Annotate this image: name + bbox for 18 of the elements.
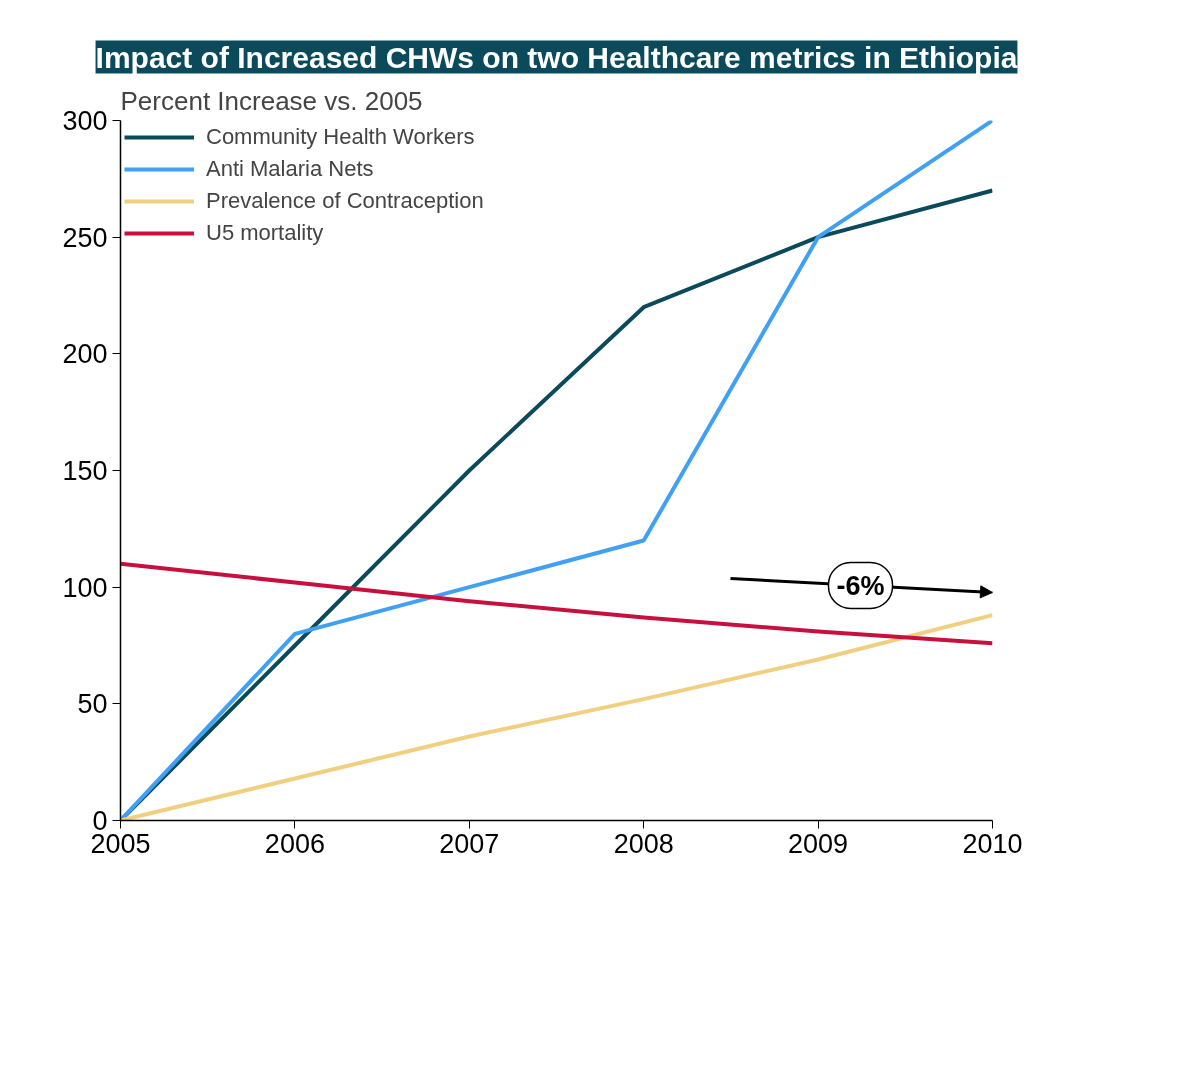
legend-label: Prevalence of Contraception bbox=[206, 188, 484, 214]
line-series bbox=[120, 561, 993, 646]
legend-label: U5 mortality bbox=[206, 220, 324, 246]
y-tick-label: 200 bbox=[62, 339, 108, 370]
x-tick-label: 2006 bbox=[264, 828, 325, 859]
x-tick-label: 2008 bbox=[613, 828, 674, 859]
y-tick-label: 250 bbox=[62, 222, 108, 253]
y-tick-label: 50 bbox=[77, 689, 108, 720]
y-tick-label: 300 bbox=[62, 106, 108, 136]
y-axis-title: Percent Increase vs. 2005 bbox=[120, 85, 423, 116]
y-tick-label: 100 bbox=[62, 572, 108, 603]
legend-label: Community Health Workers bbox=[206, 124, 475, 150]
x-tick-label: 2010 bbox=[962, 828, 1023, 859]
y-tick-label: 150 bbox=[62, 456, 108, 486]
legend-label: Anti Malaria Nets bbox=[206, 156, 374, 182]
annotation: -6% bbox=[836, 570, 885, 601]
x-tick-label: 2009 bbox=[788, 828, 849, 859]
x-tick-label: 2007 bbox=[439, 828, 500, 859]
